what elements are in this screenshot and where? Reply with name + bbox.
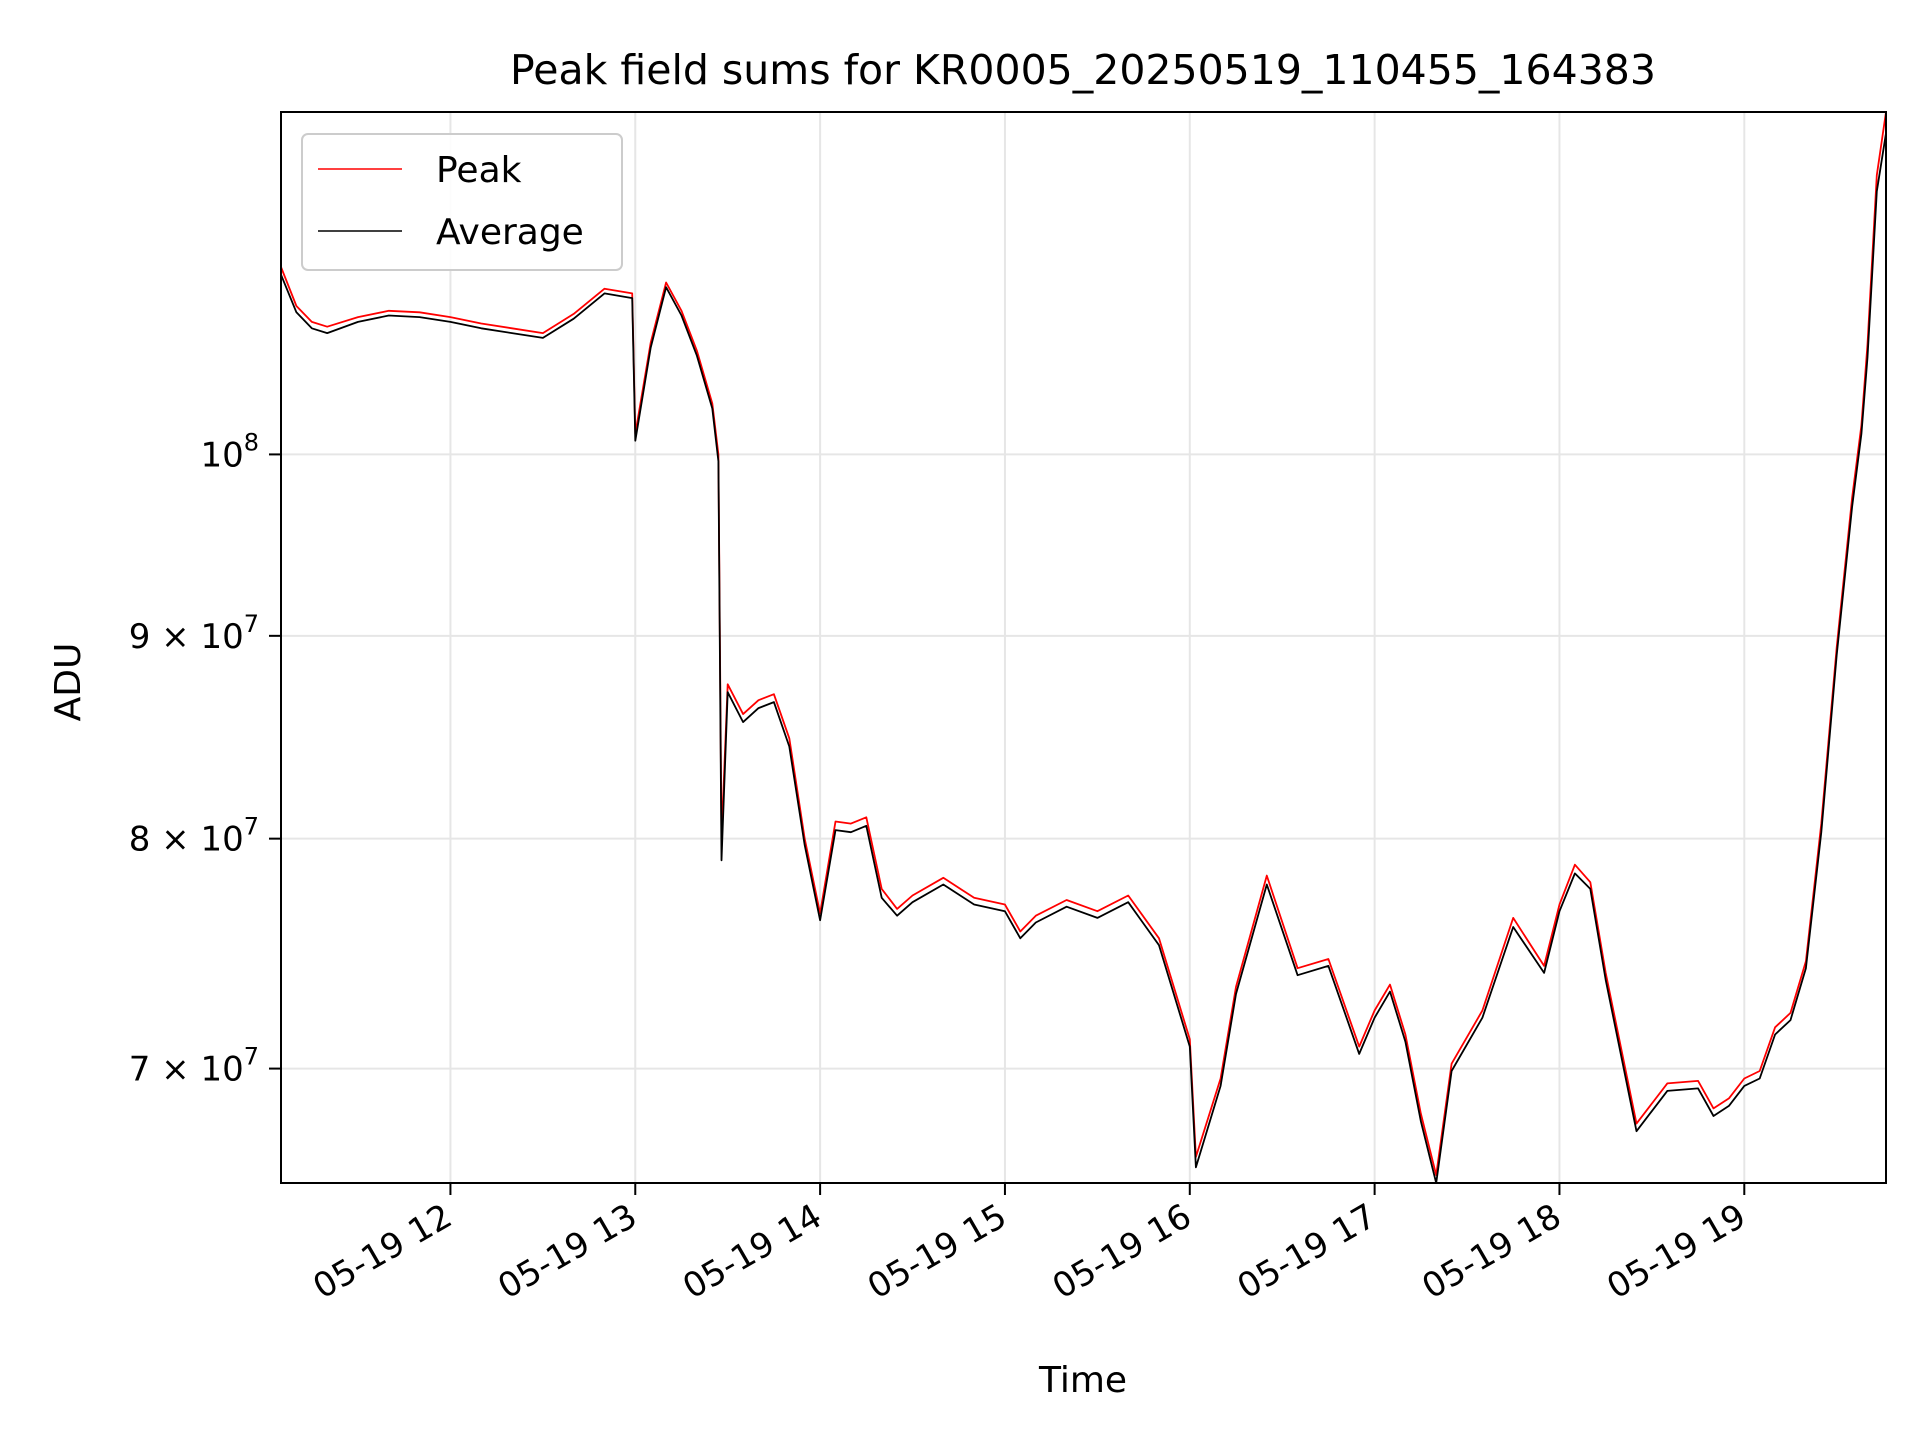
grid [281, 112, 1886, 1183]
y-tick-label: 8 × 107 [129, 813, 259, 860]
y-tick-label: 9 × 107 [129, 610, 259, 657]
legend-label-average: Average [436, 212, 584, 253]
plot-frame [280, 111, 1887, 1184]
x-axis-label: Time [1038, 1360, 1127, 1401]
y-axis-label: ADU [48, 643, 89, 722]
legend: Peak Average [301, 133, 623, 271]
chart-title: Peak field sums for KR0005_20250519_1104… [510, 46, 1656, 94]
series-line-average [280, 133, 1887, 1184]
legend-label-peak: Peak [436, 150, 522, 191]
y-tick-label: 7 × 107 [129, 1043, 259, 1090]
series-layer [280, 111, 1887, 1184]
legend-box [301, 133, 623, 271]
y-tick-label: 108 [200, 428, 259, 475]
